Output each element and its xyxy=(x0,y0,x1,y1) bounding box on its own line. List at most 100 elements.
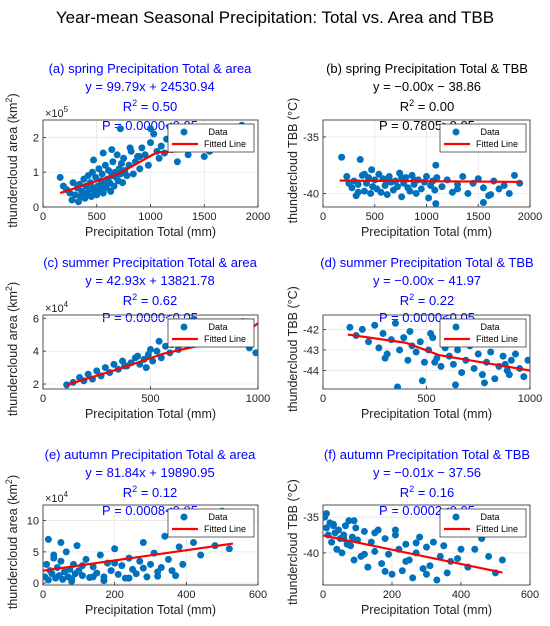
data-point xyxy=(139,564,147,572)
legend-marker-data xyxy=(452,128,460,136)
data-point xyxy=(200,153,208,161)
data-point xyxy=(510,171,518,179)
data-point xyxy=(391,319,399,327)
data-point xyxy=(114,570,122,578)
legend-label-data: Data xyxy=(480,127,499,137)
y-tick-label: 6 xyxy=(33,313,39,325)
exponent-power: 4 xyxy=(64,300,69,309)
legend-label-fit: Fitted Line xyxy=(476,334,518,344)
r-squared-superscript: 2 xyxy=(132,98,137,108)
data-point xyxy=(345,517,353,525)
x-tick-label: 0 xyxy=(40,393,46,405)
data-point xyxy=(157,142,165,150)
data-point xyxy=(346,323,354,331)
x-tick-label: 500 xyxy=(417,393,435,405)
data-point xyxy=(120,154,128,162)
x-tick-label: 1000 xyxy=(138,211,162,223)
axis-exponent-label: ×105 xyxy=(45,105,69,120)
data-point xyxy=(57,557,65,565)
data-point xyxy=(367,189,375,197)
y-tick-label: -40 xyxy=(303,548,319,560)
r-squared-symbol: R xyxy=(400,485,409,500)
exponent-power: 5 xyxy=(64,105,69,114)
y-axis-label: thundercloud area (km2) xyxy=(4,475,20,609)
data-point xyxy=(429,538,437,546)
x-tick-label: 2000 xyxy=(518,211,542,223)
x-tick-label: 500 xyxy=(366,211,384,223)
data-point xyxy=(69,179,77,187)
data-point xyxy=(89,563,97,571)
r-squared-label: R2 = 0.12 xyxy=(123,484,178,500)
data-point xyxy=(471,545,479,553)
legend: Data Fitted Line xyxy=(167,318,255,348)
legend-label-fit: Fitted Line xyxy=(204,139,246,149)
data-point xyxy=(495,185,503,193)
data-point xyxy=(116,125,124,133)
data-point xyxy=(479,198,487,206)
x-tick-label: 200 xyxy=(383,589,401,601)
y-axis-label-text: thundercloud area (km xyxy=(6,484,20,609)
data-point xyxy=(96,551,104,559)
legend-marker-data xyxy=(180,128,188,136)
data-point xyxy=(454,346,462,354)
data-point xyxy=(343,172,351,180)
legend-box xyxy=(439,508,527,538)
r-squared-value: = 0.50 xyxy=(137,99,177,114)
data-point xyxy=(367,538,375,546)
fitted-line xyxy=(339,179,522,184)
exponent-base: ×10 xyxy=(45,493,64,505)
data-point xyxy=(394,383,402,389)
fitted-line xyxy=(43,542,234,572)
legend-label-fit: Fitted Line xyxy=(476,139,518,149)
data-point xyxy=(141,151,149,159)
panel-title: (f) autumn Precipitation Total & TBB xyxy=(324,447,530,462)
data-point xyxy=(375,170,383,178)
data-point xyxy=(412,348,420,356)
y-axis-label: thundercloud area (km2) xyxy=(4,282,20,416)
data-point xyxy=(368,166,376,174)
y-axis-label-text: thundercloud TBB (°C) xyxy=(286,98,300,224)
data-point xyxy=(168,567,176,575)
r-squared-value: = 0.22 xyxy=(414,293,454,308)
data-point xyxy=(84,370,92,378)
data-point xyxy=(82,555,90,563)
data-point xyxy=(350,517,358,525)
y-tick-label: 5 xyxy=(33,547,39,559)
data-point xyxy=(100,577,108,585)
data-point xyxy=(328,538,336,546)
data-point xyxy=(107,567,115,575)
y-tick-label: 4 xyxy=(33,346,39,358)
data-point xyxy=(505,189,513,197)
data-point xyxy=(500,182,508,190)
y-tick-label: 1 xyxy=(33,167,39,179)
regression-equation: y = −0.00x − 38.86 xyxy=(373,79,481,94)
chart-panel-a: (a) spring Precipitation Total & area y =… xyxy=(4,61,270,239)
data-point xyxy=(381,535,389,543)
legend-label-data: Data xyxy=(208,322,227,332)
r-squared-value: = 0.16 xyxy=(414,485,454,500)
data-point xyxy=(59,575,67,583)
data-point xyxy=(89,573,97,581)
x-tick-label: 600 xyxy=(249,589,267,601)
data-point xyxy=(73,542,81,550)
data-point xyxy=(507,356,515,364)
data-point xyxy=(350,556,358,564)
chart-panel-e: (e) autumn Precipitation Total & area y =… xyxy=(4,447,267,617)
data-point xyxy=(126,144,134,152)
x-tick-label: 1500 xyxy=(192,211,216,223)
legend-label-fit: Fitted Line xyxy=(204,334,246,344)
data-point xyxy=(348,533,356,541)
data-point xyxy=(62,548,70,556)
data-point xyxy=(136,165,144,173)
data-point xyxy=(432,200,440,207)
data-point xyxy=(87,193,95,201)
exponent-power: 4 xyxy=(64,490,69,499)
data-point xyxy=(371,321,379,329)
legend: Data Fitted Line xyxy=(167,123,255,153)
data-point xyxy=(341,522,349,530)
data-point xyxy=(43,560,51,568)
data-point xyxy=(505,371,513,379)
y-tick-label: -44 xyxy=(303,366,319,378)
data-point xyxy=(150,130,158,138)
